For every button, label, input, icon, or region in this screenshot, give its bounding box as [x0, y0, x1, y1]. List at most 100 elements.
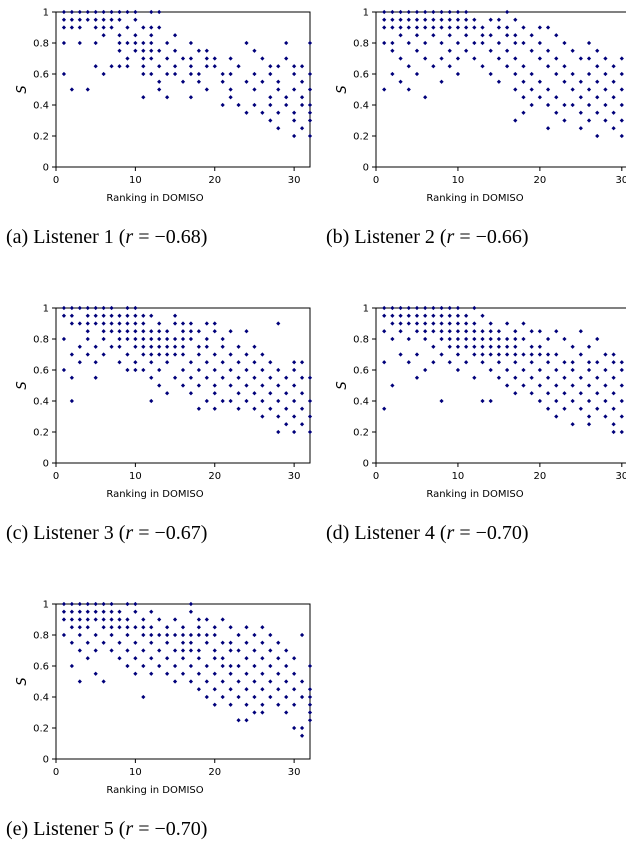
data-point [172, 352, 178, 357]
data-point [244, 702, 249, 707]
y-tick-label: 0.4 [33, 397, 49, 408]
data-point [236, 102, 241, 108]
x-tick-label: 20 [208, 175, 221, 186]
data-point [521, 110, 526, 115]
data-point [172, 344, 178, 349]
data-point [268, 406, 273, 411]
data-point [141, 336, 146, 342]
data-point [236, 694, 241, 700]
data-point [447, 25, 452, 30]
data-point [141, 367, 146, 373]
data-point [578, 79, 583, 84]
data-point [117, 329, 122, 334]
data-point [595, 406, 600, 411]
data-point [77, 601, 82, 607]
data-point [69, 321, 74, 326]
data-point [447, 329, 452, 334]
data-point [236, 391, 241, 396]
data-point [157, 79, 162, 84]
data-point [455, 313, 461, 318]
data-point [439, 17, 444, 22]
data-point [196, 671, 201, 676]
data-point [570, 360, 575, 365]
data-point [545, 102, 551, 108]
data-point [504, 321, 510, 326]
data-point [455, 17, 461, 22]
data-point [439, 336, 444, 342]
data-point [292, 656, 297, 661]
data-point [496, 56, 502, 61]
data-point [382, 360, 387, 365]
data-point [61, 305, 67, 311]
data-point [172, 648, 178, 653]
data-point [260, 710, 265, 715]
data-point [101, 17, 106, 22]
data-point [464, 33, 469, 38]
y-tick-label: 1 [43, 600, 49, 611]
data-point [244, 398, 249, 404]
data-point [133, 367, 138, 373]
data-point [77, 617, 82, 622]
data-point [382, 406, 387, 411]
data-point [180, 336, 186, 342]
data-point [125, 25, 130, 30]
data-point [117, 609, 122, 614]
data-point [244, 40, 249, 46]
data-point [61, 17, 67, 22]
data-point [133, 601, 138, 607]
data-point [149, 40, 154, 46]
data-point [488, 71, 493, 77]
data-point [61, 336, 67, 342]
data-point [220, 694, 225, 700]
x-tick-label: 10 [452, 175, 465, 186]
data-point [188, 321, 194, 326]
data-point [595, 64, 600, 69]
data-point [117, 17, 122, 22]
data-point [611, 422, 616, 427]
data-point [513, 71, 518, 77]
data-point [268, 391, 273, 396]
data-point [464, 336, 469, 342]
data-point [61, 25, 67, 30]
data-point [141, 48, 146, 53]
chart-panel-c: 0 0.2 0.4 0.6 0.8 1 0 10 20 30 Ranking in DOMISO S … [6, 296, 316, 566]
data-point [529, 48, 534, 53]
data-point [244, 687, 249, 692]
data-point [464, 48, 469, 53]
data-point [570, 87, 575, 92]
data-point [157, 617, 162, 622]
y-axis-label: S [15, 85, 30, 93]
y-tick-label: 0.6 [33, 662, 49, 673]
data-point [172, 64, 178, 69]
data-point [109, 601, 114, 607]
data-point [101, 679, 106, 684]
data-point [382, 87, 387, 92]
data-point [149, 360, 154, 365]
data-point [109, 313, 114, 318]
data-point [260, 110, 265, 115]
data-point [595, 336, 600, 342]
data-point [117, 625, 122, 630]
data-points [382, 305, 624, 435]
y-tick-label: 0 [43, 755, 49, 766]
data-point [529, 391, 534, 396]
data-point [578, 95, 583, 100]
data-point [382, 305, 387, 311]
data-point [284, 40, 289, 46]
data-point [292, 687, 297, 692]
data-point [101, 617, 106, 622]
data-point [252, 391, 257, 396]
y-tick-label: 0.6 [353, 70, 369, 81]
data-point [545, 352, 551, 357]
data-point [252, 632, 257, 638]
data-point [307, 663, 313, 669]
data-point [619, 56, 624, 61]
data-point [125, 336, 130, 342]
data-point [69, 625, 74, 630]
data-point [299, 694, 305, 700]
data-point [414, 48, 420, 53]
data-point [431, 9, 436, 15]
data-point [570, 398, 575, 404]
data-point [196, 687, 201, 692]
data-point [431, 305, 436, 311]
